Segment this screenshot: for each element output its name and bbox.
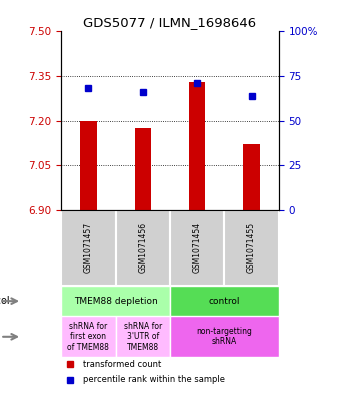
Bar xyxy=(170,209,224,286)
Title: GDS5077 / ILMN_1698646: GDS5077 / ILMN_1698646 xyxy=(83,16,257,29)
Text: non-targetting
shRNA: non-targetting shRNA xyxy=(197,327,252,347)
Text: protocol: protocol xyxy=(0,296,10,306)
Bar xyxy=(116,316,170,357)
Text: shRNA for
first exon
of TMEM88: shRNA for first exon of TMEM88 xyxy=(67,322,109,352)
Bar xyxy=(170,316,279,357)
Text: shRNA for
3'UTR of
TMEM88: shRNA for 3'UTR of TMEM88 xyxy=(124,322,162,352)
Bar xyxy=(224,209,279,286)
Text: percentile rank within the sample: percentile rank within the sample xyxy=(83,375,225,384)
Text: GSM1071456: GSM1071456 xyxy=(138,222,147,273)
Bar xyxy=(61,316,116,357)
Bar xyxy=(243,144,260,209)
Bar xyxy=(61,286,170,316)
Bar xyxy=(61,209,116,286)
Bar xyxy=(80,121,97,209)
Bar xyxy=(170,286,279,316)
Bar xyxy=(189,82,205,209)
Text: GSM1071454: GSM1071454 xyxy=(193,222,202,273)
Text: control: control xyxy=(209,297,240,306)
Text: TMEM88 depletion: TMEM88 depletion xyxy=(74,297,157,306)
Text: GSM1071457: GSM1071457 xyxy=(84,222,93,273)
Bar xyxy=(116,209,170,286)
Text: transformed count: transformed count xyxy=(83,360,161,369)
Text: GSM1071455: GSM1071455 xyxy=(247,222,256,273)
Bar xyxy=(135,128,151,209)
